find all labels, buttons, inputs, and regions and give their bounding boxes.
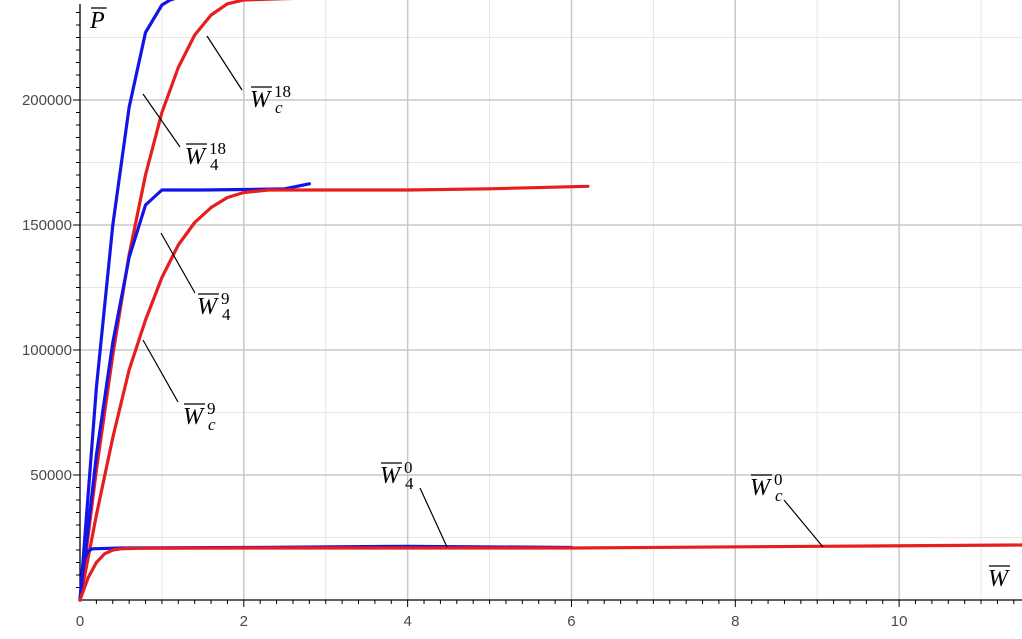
x-axis-title: W [988, 566, 1010, 592]
series-line-5 [78, 543, 1022, 602]
leader-line-5 [783, 499, 824, 548]
annotation-superscript: 18 [274, 82, 291, 101]
leader-line-0 [206, 35, 243, 91]
y-tick-label: 150000 [22, 217, 72, 234]
annotation-4: W 04 [380, 458, 414, 493]
annotation-2: W 94 [197, 289, 231, 324]
annotation-subscript: 4 [210, 155, 219, 174]
annotation-main: W [185, 144, 207, 170]
leader-lines [142, 35, 824, 548]
annotation-superscript: 0 [774, 470, 783, 489]
annotation-superscript: 18 [209, 139, 226, 158]
annotation-superscript: 9 [221, 289, 230, 308]
y-axis-title: P [89, 8, 105, 34]
series-line-3 [78, 184, 590, 602]
ticks: 0 2 4 6 8 10 50000 100000 150000 200000 P W [22, 7, 1015, 630]
grid [80, 0, 1022, 600]
x-tick-label: 0 [76, 613, 84, 630]
leader-line-3 [142, 339, 179, 403]
annotation-5: W 0c [750, 470, 783, 505]
leader-line-4 [419, 487, 448, 548]
annotation-subscript: c [208, 415, 216, 434]
annotation-0: W 18c [250, 82, 291, 117]
annotation-main: W [380, 463, 402, 489]
series-layer [78, 0, 1022, 602]
leader-line-2 [160, 232, 196, 294]
annotation-subscript: c [775, 486, 783, 505]
y-tick-label: 50000 [30, 467, 72, 484]
annotation-subscript: 4 [405, 474, 414, 493]
annotation-main: W [250, 87, 272, 113]
annotation-subscript: 4 [222, 305, 231, 324]
axes [79, 4, 1022, 601]
annotation-main: W [183, 404, 205, 430]
series-line-1 [78, 0, 296, 602]
x-tick-label: 8 [731, 613, 739, 630]
series-line-2 [78, 182, 311, 602]
annotation-subscript: c [275, 98, 283, 117]
series-line-0 [78, 0, 176, 602]
x-tick-label: 10 [891, 613, 908, 630]
annotation-3: W 9c [183, 399, 216, 434]
x-tick-label: 6 [567, 613, 575, 630]
y-tick-label: 100000 [22, 342, 72, 359]
annotation-superscript: 0 [404, 458, 413, 477]
annotation-main: W [750, 475, 772, 501]
leader-line-1 [142, 93, 181, 148]
x-tick-label: 2 [240, 613, 248, 630]
y-tick-label: 200000 [22, 92, 72, 109]
x-tick-label: 4 [403, 613, 411, 630]
annotation-superscript: 9 [207, 399, 216, 418]
annotation-main: W [197, 294, 219, 320]
annotation-1: W 184 [185, 139, 226, 174]
